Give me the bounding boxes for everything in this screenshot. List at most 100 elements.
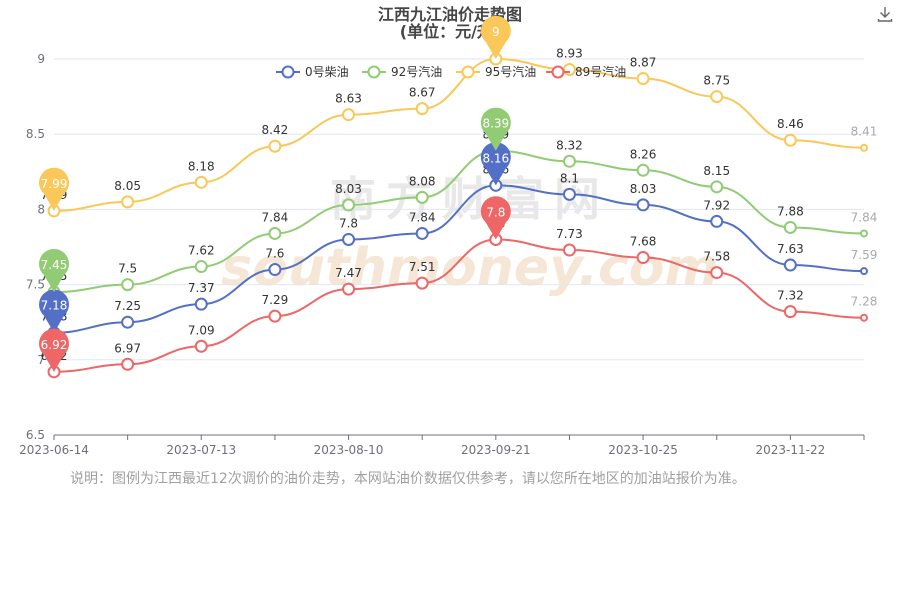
data-point[interactable] [415, 102, 429, 116]
data-label: 7.73 [556, 227, 583, 241]
data-point[interactable] [636, 163, 650, 177]
data-label: 7.32 [777, 289, 804, 303]
data-label: 7.28 [851, 295, 878, 309]
legend-item[interactable]: 0号柴油 [276, 65, 349, 79]
data-point[interactable] [194, 175, 208, 189]
data-point[interactable] [710, 90, 724, 104]
watermark: 南方财富网 southmoney.com [221, 172, 718, 298]
data-point[interactable] [268, 263, 282, 277]
data-point[interactable] [860, 313, 868, 322]
x-tick-label: 2023-07-13 [166, 443, 236, 457]
data-point[interactable] [268, 309, 282, 323]
marker-pin: 7.99 [39, 167, 69, 211]
marker-pin-label: 7.45 [41, 258, 68, 272]
data-point[interactable] [562, 63, 576, 77]
data-label: 8.05 [114, 179, 141, 193]
legend-item[interactable]: 92号汽油 [362, 64, 442, 79]
marker-pin: 7.45 [39, 248, 69, 293]
data-point[interactable] [710, 180, 724, 194]
marker-pin: 8.16 [480, 142, 511, 186]
data-point[interactable] [860, 267, 868, 276]
legend-label: 92号汽油 [391, 64, 442, 79]
data-point[interactable] [342, 108, 356, 122]
download-icon[interactable] [876, 5, 894, 27]
legend-item[interactable]: 89号汽油 [546, 64, 626, 79]
data-label: 7.59 [851, 248, 878, 262]
marker-pin: 7.18 [39, 289, 69, 333]
data-point[interactable] [636, 72, 650, 86]
data-point[interactable] [415, 226, 429, 240]
footnote: 说明：图例为江西最近12次调价的油价走势，本网站油价数据仅供参考，请以您所在地区… [70, 471, 746, 487]
data-point[interactable] [268, 226, 282, 240]
watermark-text-cn: 南方财富网 [330, 172, 610, 226]
legend-label: 89号汽油 [575, 64, 626, 79]
chart-subtitle: (单位：元/升) [400, 22, 500, 41]
data-point[interactable] [636, 251, 650, 265]
data-point[interactable] [342, 232, 356, 246]
watermark-text-en: southmoney.com [221, 238, 718, 298]
marker-pin-label: 7.8 [486, 205, 505, 219]
data-point[interactable] [194, 297, 208, 311]
legend-label: 0号柴油 [305, 65, 349, 79]
data-label: 8.67 [409, 86, 436, 100]
data-label: 7.92 [703, 198, 730, 212]
data-label: 7.47 [335, 266, 362, 280]
data-point[interactable] [710, 214, 724, 228]
data-label: 7.68 [630, 235, 657, 249]
data-label: 8.42 [262, 123, 289, 137]
marker-pin: 8.39 [480, 107, 511, 151]
data-label: 8.18 [188, 159, 215, 173]
data-point[interactable] [783, 305, 797, 319]
y-tick-label: 8.5 [26, 127, 45, 141]
data-label: 7.25 [114, 299, 141, 313]
data-label: 8.46 [777, 117, 804, 131]
x-tick-label: 2023-08-10 [314, 443, 384, 457]
data-point[interactable] [415, 276, 429, 290]
x-tick-label: 2023-11-22 [755, 443, 825, 457]
y-tick-label: 9 [37, 52, 45, 66]
data-point[interactable] [194, 260, 208, 274]
data-label: 7.84 [409, 210, 436, 224]
data-point[interactable] [268, 139, 282, 153]
marker-pin-label: 8.16 [482, 151, 509, 165]
marker-pin: 7.8 [480, 196, 511, 240]
x-tick-label: 2023-09-21 [461, 443, 531, 457]
data-point[interactable] [121, 315, 135, 329]
x-tick-label: 2023-10-25 [608, 443, 678, 457]
data-point[interactable] [710, 266, 724, 280]
data-label: 8.75 [703, 74, 730, 88]
data-label: 8.93 [556, 47, 583, 61]
data-point[interactable] [194, 339, 208, 353]
data-label: 8.1 [560, 171, 579, 185]
data-label: 7.58 [703, 250, 730, 264]
legend-item[interactable]: 95号汽油 [456, 64, 536, 79]
data-label: 7.37 [188, 281, 215, 295]
data-point[interactable] [342, 282, 356, 296]
data-point[interactable] [783, 133, 797, 147]
data-point[interactable] [860, 229, 868, 238]
data-point[interactable] [121, 357, 135, 371]
data-label: 8.08 [409, 174, 436, 188]
marker-pin-label: 8.39 [482, 117, 509, 131]
data-point[interactable] [783, 220, 797, 234]
x-tick-label: 2023-06-14 [19, 443, 89, 457]
data-point[interactable] [562, 187, 576, 201]
data-point[interactable] [415, 190, 429, 204]
data-point[interactable] [636, 198, 650, 212]
marker-pin-label: 6.92 [41, 338, 68, 352]
data-point[interactable] [121, 278, 135, 292]
data-point[interactable] [342, 198, 356, 212]
data-label: 8.87 [630, 56, 657, 70]
y-tick-label: 7.5 [26, 278, 45, 292]
data-label: 7.8 [339, 216, 358, 230]
data-label: 7.51 [409, 260, 436, 274]
data-point[interactable] [121, 195, 135, 209]
y-tick-label: 6.5 [26, 428, 45, 442]
data-point[interactable] [562, 243, 576, 257]
data-point[interactable] [562, 154, 576, 168]
marker-pin: 9 [480, 15, 511, 59]
data-point[interactable] [783, 258, 797, 272]
y-tick-label: 8 [37, 202, 45, 216]
data-point[interactable] [860, 143, 868, 152]
